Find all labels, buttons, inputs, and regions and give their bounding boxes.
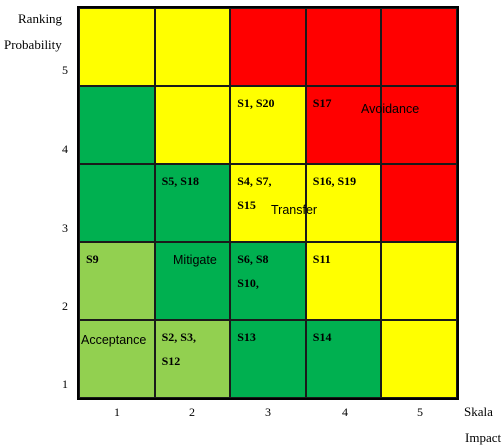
x-tick-4: 4 <box>342 405 348 419</box>
matrix-cell-p3-i2: S5, S18 <box>154 164 231 242</box>
cell-risk-label: S13 <box>237 330 256 344</box>
matrix-cell-p5-i1 <box>79 8 155 86</box>
matrix-cell-p2-i5 <box>381 242 457 320</box>
y-tick-4: 4 <box>62 142 68 156</box>
cell-risk-label: S11 <box>312 252 331 266</box>
x-axis-title-line2: Impact <box>465 430 502 445</box>
matrix-cell-p2-i1: S9 <box>79 242 155 320</box>
cell-risk-label: S2, S3, S12 <box>161 330 196 368</box>
matrix-cell-p5-i4 <box>305 8 382 86</box>
matrix-cell-p2-i3: S6, S8 S10, <box>230 242 306 320</box>
matrix-cell-p4-i4: S17 <box>305 86 382 164</box>
y-axis-title-line2: Probability <box>4 37 62 52</box>
zone-label-acceptance: Acceptance <box>81 333 147 347</box>
matrix-cell-p1-i2: S2, S3, S12 <box>154 320 231 398</box>
x-tick-5: 5 <box>417 405 423 419</box>
x-tick-2: 2 <box>189 405 195 419</box>
matrix-cell-p3-i5 <box>381 164 457 242</box>
matrix-cell-p2-i4: S11 <box>305 242 382 320</box>
matrix-cell-p3-i4: S16, S19 <box>305 164 382 242</box>
matrix-cell-p1-i5 <box>381 320 457 398</box>
matrix-cell-p4-i2 <box>154 86 231 164</box>
y-tick-3: 3 <box>62 221 68 235</box>
matrix-cell-p3-i1 <box>79 164 155 242</box>
cell-risk-label: S17 <box>312 96 332 110</box>
x-tick-1: 1 <box>114 405 120 419</box>
cell-risk-label: S9 <box>86 252 99 266</box>
matrix-cell-p1-i1 <box>79 320 155 398</box>
y-tick-1: 1 <box>62 377 68 391</box>
matrix-cell-p4-i3: S1, S20 <box>230 86 306 164</box>
zone-label-avoidance: Avoidance <box>361 102 420 116</box>
cell-risk-label: S16, S19 <box>312 174 357 188</box>
x-tick-3: 3 <box>265 405 271 419</box>
y-tick-5: 5 <box>62 63 68 77</box>
matrix-cell-p5-i2 <box>154 8 231 86</box>
cell-risk-label: S1, S20 <box>237 96 275 110</box>
cell-risk-label: S6, S8 S10, <box>237 252 269 290</box>
y-axis-title-line1: Ranking <box>18 11 63 26</box>
matrix-cell-p1-i4: S14 <box>305 320 382 398</box>
matrix-cell-p4-i1 <box>79 86 155 164</box>
matrix-cell-p4-i5 <box>381 86 457 164</box>
matrix-cell-p5-i3 <box>230 8 306 86</box>
cell-risk-label: S4, S7, S15 <box>237 174 272 212</box>
cell-risk-label: S14 <box>312 330 332 344</box>
x-axis-title-line1: Skala <box>464 404 493 419</box>
risk-matrix-grid: S1, S20 S17 S5, S18 S4, S7, S15 S16, S19 S9 S6… <box>77 6 459 400</box>
matrix-cell-p2-i2 <box>154 242 231 320</box>
matrix-cell-p3-i3: S4, S7, S15 <box>230 164 306 242</box>
zone-label-transfer: Transfer <box>271 203 318 217</box>
y-tick-2: 2 <box>62 299 68 313</box>
matrix-cell-p1-i3: S13 <box>230 320 306 398</box>
matrix-cell-p5-i5 <box>381 8 457 86</box>
zone-label-mitigate: Mitigate <box>173 253 217 267</box>
cell-risk-label: S5, S18 <box>161 174 199 188</box>
